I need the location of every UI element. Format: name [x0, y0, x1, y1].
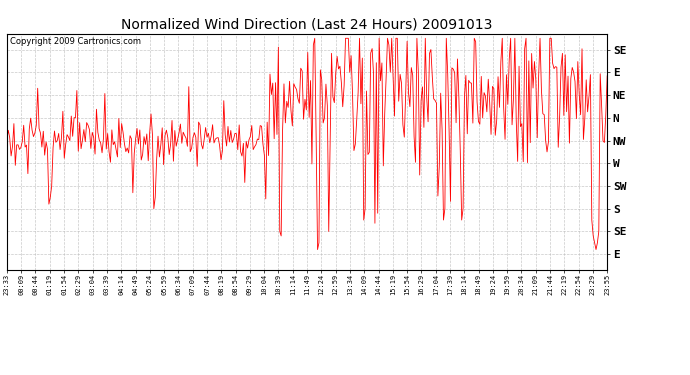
Text: Copyright 2009 Cartronics.com: Copyright 2009 Cartronics.com [10, 37, 141, 46]
Title: Normalized Wind Direction (Last 24 Hours) 20091013: Normalized Wind Direction (Last 24 Hours… [121, 17, 493, 31]
